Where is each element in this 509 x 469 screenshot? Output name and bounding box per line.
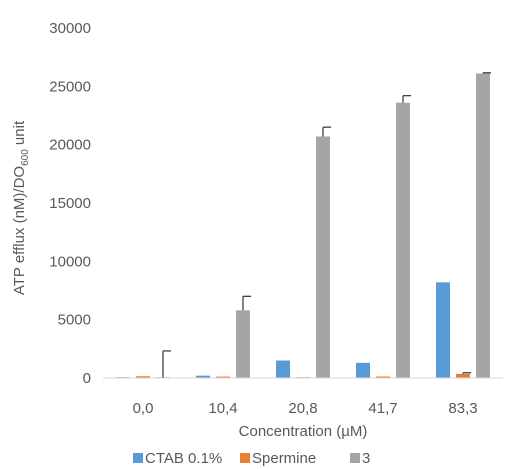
- bar: [476, 73, 490, 378]
- bar: [396, 102, 410, 379]
- bar: [136, 376, 150, 378]
- legend: CTAB 0.1% Spermine 3: [133, 450, 370, 467]
- bar: [436, 282, 450, 378]
- x-axis-title: Concentration (µM): [239, 423, 368, 440]
- y-tick-label: 20000: [49, 137, 91, 154]
- x-axis-ticks: 0,0 10,4 20,8 41,7 83,3: [133, 400, 478, 417]
- y-axis-title-unit: unit: [11, 120, 28, 149]
- x-tick-label: 41,7: [368, 400, 397, 417]
- x-tick-label: 20,8: [288, 400, 317, 417]
- y-axis-title-subscript: 600: [20, 149, 31, 166]
- bar: [376, 376, 390, 378]
- y-axis-ticks: 0 5000 10000 15000 20000 25000 30000: [49, 20, 91, 387]
- y-tick-label: 0: [83, 370, 91, 387]
- y-tick-label: 30000: [49, 20, 91, 37]
- y-axis-title-main: ATP efflux (nM)/DO: [11, 166, 28, 295]
- bar: [216, 376, 230, 378]
- legend-label: 3: [362, 450, 370, 467]
- bar: [316, 136, 330, 378]
- legend-swatch: [240, 453, 250, 463]
- y-tick-label: 5000: [58, 312, 91, 329]
- bar: [456, 373, 470, 378]
- legend-label: Spermine: [252, 450, 316, 467]
- x-tick-label: 0,0: [133, 400, 154, 417]
- legend-swatch: [350, 453, 360, 463]
- legend-label: CTAB 0.1%: [145, 450, 222, 467]
- y-axis-title: ATP efflux (nM)/DO600 unit: [11, 120, 31, 295]
- error-bars: [162, 72, 491, 378]
- bar: [276, 360, 290, 378]
- y-tick-label: 10000: [49, 253, 91, 270]
- legend-swatch: [133, 453, 143, 463]
- x-tick-label: 83,3: [448, 400, 477, 417]
- y-tick-label: 15000: [49, 195, 91, 212]
- bars: [116, 73, 490, 379]
- bar: [196, 375, 210, 378]
- y-tick-label: 25000: [49, 78, 91, 95]
- bar: [356, 362, 370, 378]
- x-tick-label: 10,4: [208, 400, 237, 417]
- bar: [236, 310, 250, 378]
